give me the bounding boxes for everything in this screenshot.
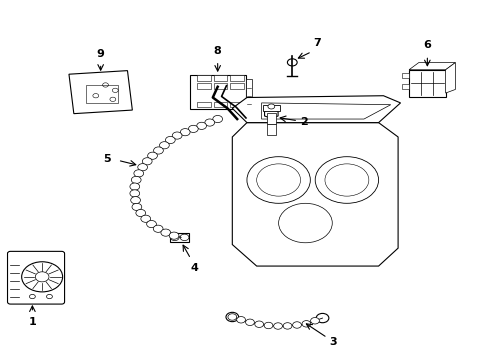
Bar: [197, 83, 210, 89]
Circle shape: [130, 183, 140, 190]
Circle shape: [227, 314, 236, 320]
Text: 4: 4: [190, 263, 198, 273]
Circle shape: [142, 158, 152, 165]
Circle shape: [225, 312, 238, 321]
Circle shape: [236, 316, 245, 323]
Circle shape: [264, 322, 272, 329]
Circle shape: [130, 190, 140, 197]
Text: 3: 3: [329, 337, 336, 347]
Text: 5: 5: [102, 154, 110, 164]
Text: 7: 7: [312, 38, 320, 48]
Circle shape: [159, 142, 169, 149]
Circle shape: [302, 321, 310, 327]
Circle shape: [267, 104, 274, 109]
Circle shape: [130, 197, 140, 204]
Circle shape: [138, 164, 147, 171]
Circle shape: [169, 232, 179, 239]
Bar: [189, 75, 245, 109]
Circle shape: [112, 88, 118, 93]
Circle shape: [165, 136, 175, 144]
Text: 1: 1: [28, 317, 36, 327]
Polygon shape: [408, 63, 454, 70]
Text: 9: 9: [97, 49, 104, 59]
Circle shape: [102, 83, 108, 87]
Polygon shape: [264, 109, 278, 118]
Bar: [266, 113, 275, 125]
Circle shape: [278, 203, 331, 243]
Circle shape: [134, 170, 143, 177]
Circle shape: [246, 157, 310, 203]
Polygon shape: [445, 63, 454, 93]
Circle shape: [172, 132, 182, 139]
Polygon shape: [69, 71, 132, 114]
Circle shape: [310, 318, 319, 324]
FancyBboxPatch shape: [7, 251, 64, 304]
Bar: [245, 79, 251, 105]
Circle shape: [132, 203, 142, 211]
Circle shape: [147, 152, 157, 159]
Circle shape: [196, 122, 206, 130]
Bar: [401, 73, 408, 78]
Circle shape: [35, 272, 49, 282]
Circle shape: [29, 294, 35, 299]
Circle shape: [283, 323, 291, 329]
Circle shape: [21, 262, 62, 292]
Bar: [86, 85, 118, 103]
Circle shape: [46, 294, 52, 299]
Circle shape: [204, 119, 214, 126]
Circle shape: [153, 147, 163, 154]
Circle shape: [170, 234, 179, 240]
Circle shape: [273, 323, 282, 329]
Circle shape: [153, 225, 163, 232]
Circle shape: [315, 157, 378, 203]
Circle shape: [180, 129, 190, 136]
Circle shape: [325, 164, 368, 196]
Circle shape: [161, 229, 170, 236]
Bar: [197, 75, 210, 81]
Polygon shape: [232, 123, 397, 266]
Bar: [213, 75, 227, 81]
Circle shape: [316, 314, 328, 323]
Text: 6: 6: [423, 40, 430, 50]
Text: 2: 2: [300, 117, 308, 127]
Circle shape: [292, 322, 301, 328]
Circle shape: [180, 234, 188, 240]
Circle shape: [287, 59, 297, 66]
Circle shape: [256, 164, 300, 196]
Bar: [408, 70, 445, 96]
Bar: [262, 105, 280, 111]
Circle shape: [245, 319, 254, 325]
Circle shape: [141, 215, 150, 222]
Text: 8: 8: [213, 46, 221, 57]
Bar: [230, 83, 244, 89]
Circle shape: [93, 94, 99, 98]
Circle shape: [131, 176, 141, 184]
Bar: [169, 233, 189, 242]
Bar: [213, 102, 227, 107]
Circle shape: [146, 220, 156, 228]
Circle shape: [188, 125, 198, 132]
Bar: [197, 102, 210, 107]
Bar: [266, 124, 275, 135]
Bar: [230, 75, 244, 81]
Circle shape: [212, 116, 222, 123]
Circle shape: [136, 210, 145, 217]
Bar: [230, 102, 244, 107]
Bar: [213, 83, 227, 89]
Circle shape: [110, 97, 116, 102]
Bar: [401, 84, 408, 89]
Polygon shape: [232, 96, 400, 123]
Circle shape: [254, 321, 263, 328]
